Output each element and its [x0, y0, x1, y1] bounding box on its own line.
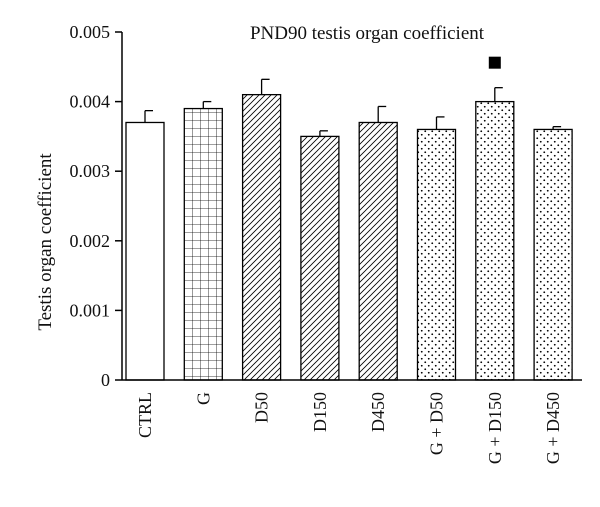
bar-g-d50: [416, 128, 457, 381]
x-category-label: D50: [252, 392, 272, 423]
bar-g: [183, 107, 223, 381]
y-tick-label: 0.004: [70, 92, 111, 112]
y-tick-label: 0.005: [70, 22, 111, 42]
y-tick-label: 0.003: [70, 161, 111, 181]
significance-square-marker: [488, 56, 501, 69]
x-category-label: G + D450: [543, 392, 563, 464]
bar-d50: [241, 93, 282, 381]
bar-g-d150: [475, 100, 515, 381]
bar-g-d450: [533, 128, 573, 381]
x-category-label: D450: [368, 392, 388, 432]
x-category-label: D150: [310, 392, 330, 432]
y-tick-label: 0.002: [70, 231, 111, 251]
chart-title: PND90 testis organ coefficient: [250, 23, 485, 44]
category-labels: CTRL G D50 D150 D450 G + D50 G + D150 G + D450: [135, 392, 563, 464]
y-tick-label: 0: [101, 370, 110, 390]
bar-ctrl: [125, 121, 165, 381]
x-category-label: G: [193, 392, 213, 405]
y-tick-label: 0.001: [70, 300, 111, 320]
x-category-label: CTRL: [135, 392, 155, 438]
x-category-label: G + D150: [485, 392, 505, 464]
x-category-label: G + D50: [427, 392, 447, 455]
bar-d150: [300, 135, 340, 381]
bar-d450: [358, 121, 398, 381]
y-axis-ticks: 0 0.001 0.002 0.003 0.004 0.005: [70, 22, 122, 390]
bars-group: [125, 56, 573, 381]
y-axis-title: Testis organ coefficient: [35, 153, 56, 331]
